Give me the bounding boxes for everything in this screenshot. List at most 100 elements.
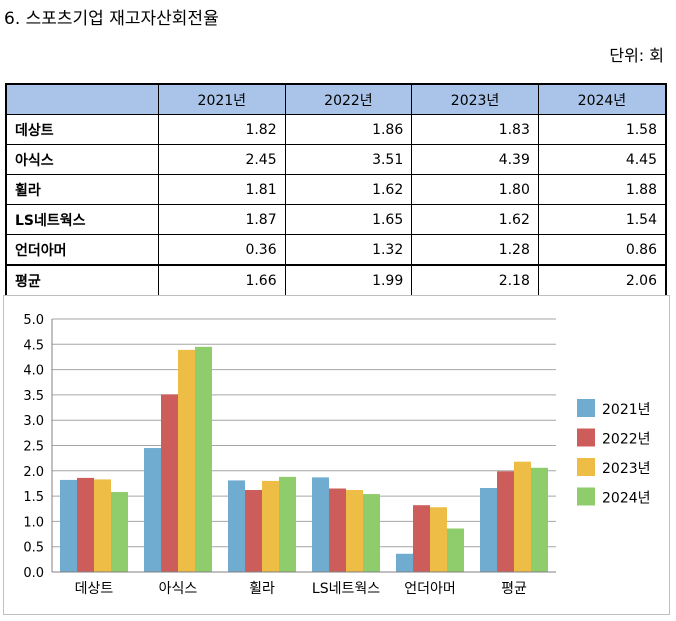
bar <box>346 490 363 572</box>
x-tick-label: 데상트 <box>75 581 114 597</box>
table-row: 아식스 2.45 3.51 4.39 4.45 <box>5 144 667 175</box>
row-value: 2.06 <box>537 264 667 297</box>
y-tick-label: 1.0 <box>23 515 44 530</box>
table-header-2024: 2024년 <box>537 83 667 115</box>
row-value: 2.18 <box>411 264 539 297</box>
bar <box>480 488 497 572</box>
bar <box>245 490 262 572</box>
row-value: 1.86 <box>284 114 413 145</box>
x-tick-label: LS네트웍스 <box>312 581 380 597</box>
row-value: 4.45 <box>537 144 667 175</box>
row-name: LS네트웍스 <box>5 204 159 235</box>
bar <box>531 467 548 572</box>
bar <box>497 471 514 572</box>
row-value: 1.81 <box>158 174 286 205</box>
table-header-row: 2021년 2022년 2023년 2024년 <box>5 83 667 115</box>
row-value: 1.82 <box>158 114 286 145</box>
x-tick-label: 언더아머 <box>404 581 456 597</box>
row-value: 1.62 <box>411 204 539 235</box>
legend-label: 2021년 <box>602 402 651 418</box>
row-value: 1.32 <box>284 234 413 266</box>
bar <box>329 488 346 572</box>
row-value: 1.83 <box>411 114 539 145</box>
table-header-2021: 2021년 <box>158 83 286 115</box>
legend-swatch <box>577 458 595 476</box>
y-tick-label: 3.5 <box>23 389 44 404</box>
row-value: 1.66 <box>158 264 286 297</box>
y-tick-label: 0.5 <box>23 541 44 556</box>
row-value: 1.65 <box>284 204 413 235</box>
bar <box>60 479 77 572</box>
y-tick-label: 2.0 <box>23 465 44 480</box>
row-value: 0.36 <box>158 234 286 266</box>
table-row: 휠라 1.81 1.62 1.80 1.88 <box>5 174 667 205</box>
bar <box>178 349 195 572</box>
y-tick-label: 4.5 <box>23 338 44 353</box>
unit-label: 단위: 회 <box>609 46 664 65</box>
row-value: 1.28 <box>411 234 539 266</box>
bar <box>430 507 447 572</box>
row-name: 아식스 <box>5 144 159 175</box>
bar <box>514 461 531 572</box>
chart-gridlines <box>52 318 556 573</box>
row-name: 휠라 <box>5 174 159 205</box>
table-row: LS네트웍스 1.87 1.65 1.62 1.54 <box>5 204 667 235</box>
row-value: 1.62 <box>284 174 413 205</box>
legend-swatch <box>577 428 595 447</box>
row-value: 1.80 <box>411 174 539 205</box>
y-tick-label: 5.0 <box>23 313 44 328</box>
chart-legend: 2021년 2022년 2023년 2024년 <box>577 399 651 507</box>
table-header-2022: 2022년 <box>284 83 413 115</box>
bar <box>279 476 296 572</box>
row-name: 데상트 <box>5 114 159 145</box>
row-value: 1.58 <box>537 114 667 145</box>
bar <box>413 505 430 572</box>
row-value: 1.54 <box>537 204 667 235</box>
bar <box>161 394 178 572</box>
row-value: 3.51 <box>284 144 413 175</box>
row-name: 평균 <box>5 264 159 297</box>
legend-swatch <box>577 487 595 506</box>
legend-label: 2024년 <box>602 491 651 507</box>
y-tick-label: 3.0 <box>23 414 44 429</box>
bar <box>77 477 94 572</box>
table-corner-cell <box>5 83 159 115</box>
y-tick-label: 2.5 <box>23 440 44 455</box>
row-value: 4.39 <box>411 144 539 175</box>
table-row: 언더아머 0.36 1.32 1.28 0.86 <box>5 234 667 266</box>
row-value: 1.87 <box>158 204 286 235</box>
table-row-average: 평균 1.66 1.99 2.18 2.06 <box>5 264 667 297</box>
row-value: 1.99 <box>284 264 413 297</box>
bar <box>144 448 161 572</box>
bar <box>94 479 111 572</box>
bar <box>228 480 245 572</box>
y-tick-label: 4.0 <box>23 364 44 379</box>
bar <box>195 346 212 572</box>
row-value: 2.45 <box>158 144 286 175</box>
legend-swatch <box>577 399 595 417</box>
chart-axes: 0.0 0.5 1.0 1.5 2.0 2.5 3.0 3.5 4.0 4.5 5.0 데상트 아식스 휠… <box>23 313 556 597</box>
table-row: 데상트 1.82 1.86 1.83 1.58 <box>5 114 667 145</box>
y-tick-label: 0.0 <box>23 566 44 581</box>
bar <box>312 477 329 572</box>
bar <box>396 553 413 572</box>
y-tick-label: 1.5 <box>23 490 44 505</box>
bar <box>363 494 380 572</box>
row-value: 1.88 <box>537 174 667 205</box>
row-value: 0.86 <box>537 234 667 266</box>
page-title: 6. 스포츠기업 재고자산회전율 <box>4 9 219 29</box>
bar <box>262 480 279 572</box>
legend-label: 2023년 <box>602 461 651 477</box>
x-tick-label: 아식스 <box>159 581 198 597</box>
row-name: 언더아머 <box>5 234 159 266</box>
bar-chart: 0.0 0.5 1.0 1.5 2.0 2.5 3.0 3.5 4.0 4.5 5.0 데상트 아식스 휠… <box>23 313 651 597</box>
table-header-2023: 2023년 <box>411 83 539 115</box>
data-table: 2021년 2022년 2023년 2024년 데상트 1.82 1.86 1.… <box>5 83 667 297</box>
x-tick-label: 평균 <box>501 581 527 597</box>
legend-label: 2022년 <box>602 432 651 448</box>
x-tick-label: 휠라 <box>249 581 275 597</box>
chart-bars <box>60 346 548 572</box>
bar <box>111 492 128 572</box>
bar <box>447 528 464 572</box>
chart-container: 0.0 0.5 1.0 1.5 2.0 2.5 3.0 3.5 4.0 4.5 5.0 데상트 아식스 휠… <box>3 295 670 615</box>
